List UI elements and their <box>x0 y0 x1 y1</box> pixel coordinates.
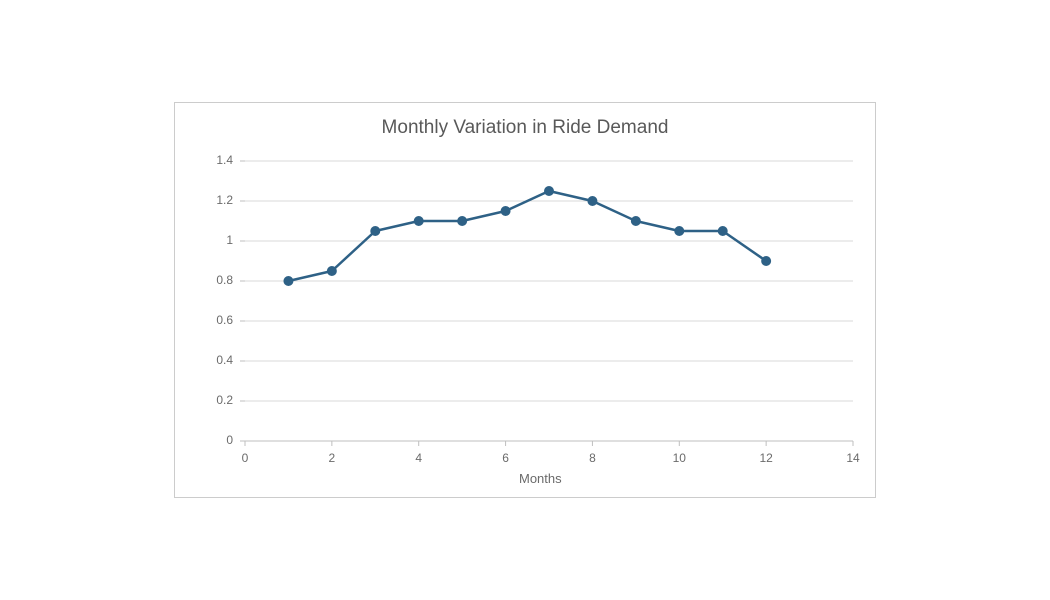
y-tick-label: 1.2 <box>216 193 233 207</box>
x-tick-label: 6 <box>496 451 516 465</box>
x-tick-label: 8 <box>582 451 602 465</box>
y-tick-label: 1 <box>226 233 233 247</box>
x-tick-label: 0 <box>235 451 255 465</box>
y-tick-label: 0.8 <box>216 273 233 287</box>
x-tick-label: 10 <box>669 451 689 465</box>
chart-svg <box>215 131 883 471</box>
x-axis-label: Months <box>519 471 562 486</box>
x-tick-label: 14 <box>843 451 863 465</box>
y-tick-label: 0.6 <box>216 313 233 327</box>
x-tick-label: 12 <box>756 451 776 465</box>
x-tick-label: 2 <box>322 451 342 465</box>
x-tick-label: 4 <box>409 451 429 465</box>
y-tick-label: 0 <box>226 433 233 447</box>
plot-area <box>245 161 853 441</box>
chart-container: Monthly Variation in Ride Demand Months … <box>174 102 876 498</box>
y-tick-label: 0.4 <box>216 353 233 367</box>
y-tick-label: 1.4 <box>216 153 233 167</box>
y-tick-label: 0.2 <box>216 393 233 407</box>
